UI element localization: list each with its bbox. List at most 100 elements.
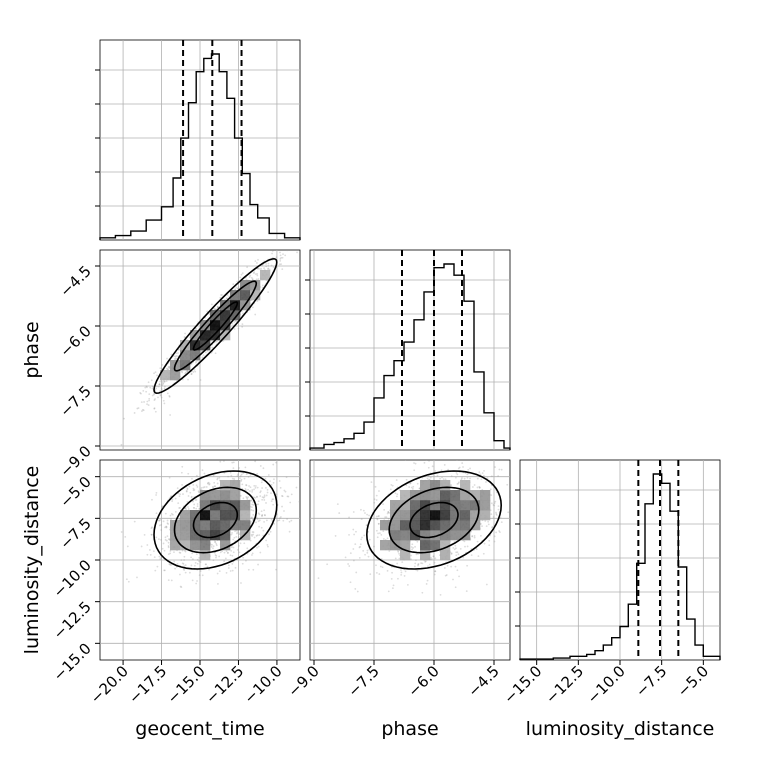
density-cell <box>220 500 231 511</box>
density-cell <box>480 500 491 511</box>
sample-point <box>212 545 215 548</box>
sample-point <box>488 544 491 547</box>
sample-point <box>278 519 281 522</box>
sample-point <box>181 371 184 374</box>
sample-point <box>254 313 257 316</box>
sample-point <box>498 530 501 532</box>
sample-point <box>397 549 399 552</box>
sample-point <box>462 556 465 559</box>
sample-point <box>390 484 393 486</box>
sample-point <box>427 565 429 568</box>
sample-point <box>382 503 384 505</box>
x-tick-label: −4.5 <box>464 662 502 700</box>
sample-point <box>249 274 252 277</box>
sample-point <box>236 287 239 290</box>
sample-point <box>360 538 363 541</box>
density-cell <box>230 510 241 521</box>
sample-point <box>473 536 476 539</box>
sample-point <box>233 536 236 539</box>
sample-point <box>183 555 186 558</box>
sample-point <box>424 560 427 563</box>
sample-point <box>256 517 258 519</box>
sample-point <box>250 533 253 536</box>
sample-point <box>263 514 266 516</box>
sample-point <box>466 476 469 479</box>
sample-point <box>289 501 292 504</box>
sample-point <box>493 502 496 505</box>
density-cell <box>400 490 411 501</box>
sample-point <box>201 574 204 577</box>
sample-point <box>227 564 230 567</box>
sample-point <box>211 346 214 349</box>
sample-point <box>269 530 272 533</box>
sample-point <box>238 467 241 469</box>
sample-point <box>250 276 253 279</box>
sample-point <box>450 475 453 478</box>
sample-point <box>404 460 407 461</box>
sample-point <box>164 538 167 541</box>
sample-point <box>495 531 498 534</box>
sample-point <box>243 542 246 545</box>
sample-point <box>258 453 260 455</box>
sample-point <box>164 536 167 539</box>
sample-point <box>416 540 419 543</box>
density-cell <box>420 550 431 561</box>
sample-point <box>259 551 262 554</box>
sample-point <box>164 526 166 529</box>
density-cell <box>220 520 231 531</box>
sample-point <box>179 493 182 496</box>
sample-point <box>254 496 257 499</box>
sample-point <box>174 358 176 361</box>
sample-point <box>255 496 258 498</box>
sample-point <box>358 556 361 559</box>
sample-point <box>214 352 217 355</box>
sample-point <box>180 471 183 474</box>
sample-point <box>253 488 255 491</box>
density-cell <box>180 520 191 531</box>
sample-point <box>260 526 263 529</box>
sample-point <box>159 367 162 370</box>
sample-point <box>238 551 241 554</box>
sample-point <box>232 283 235 286</box>
x-axis-label-luminosity-distance: luminosity_distance <box>526 718 715 740</box>
sample-point <box>271 247 273 249</box>
sample-point <box>356 590 359 593</box>
sample-point <box>190 372 193 375</box>
sample-point <box>249 486 252 489</box>
sample-point <box>261 514 263 517</box>
sample-point <box>232 467 235 470</box>
sample-point <box>278 480 281 482</box>
density-cell <box>460 520 471 531</box>
sample-point <box>455 551 458 554</box>
sample-point <box>231 563 234 565</box>
sample-point <box>455 554 458 557</box>
sample-point <box>190 373 193 376</box>
sample-point <box>366 549 369 552</box>
density-cell <box>200 490 211 501</box>
sample-point <box>279 254 282 257</box>
sample-point <box>189 491 192 494</box>
sample-point <box>225 297 228 300</box>
sample-point <box>254 273 257 276</box>
sample-point <box>349 552 352 555</box>
sample-point <box>161 384 163 387</box>
sample-point <box>195 553 198 556</box>
sample-point <box>516 513 518 515</box>
sample-point <box>260 510 263 513</box>
sample-point <box>155 491 158 494</box>
sample-point <box>167 553 170 556</box>
sample-point <box>365 524 368 527</box>
sample-point <box>484 520 487 522</box>
sample-point <box>453 548 456 551</box>
density-cell <box>420 510 431 521</box>
sample-point <box>181 562 184 565</box>
sample-point <box>195 360 198 363</box>
density-cell <box>190 510 201 521</box>
sample-point <box>186 370 188 373</box>
density-cell <box>200 510 211 521</box>
sample-point <box>265 494 268 497</box>
sample-point <box>145 385 148 388</box>
sample-point <box>165 526 168 529</box>
sample-point <box>362 509 365 512</box>
sample-point <box>442 478 445 481</box>
